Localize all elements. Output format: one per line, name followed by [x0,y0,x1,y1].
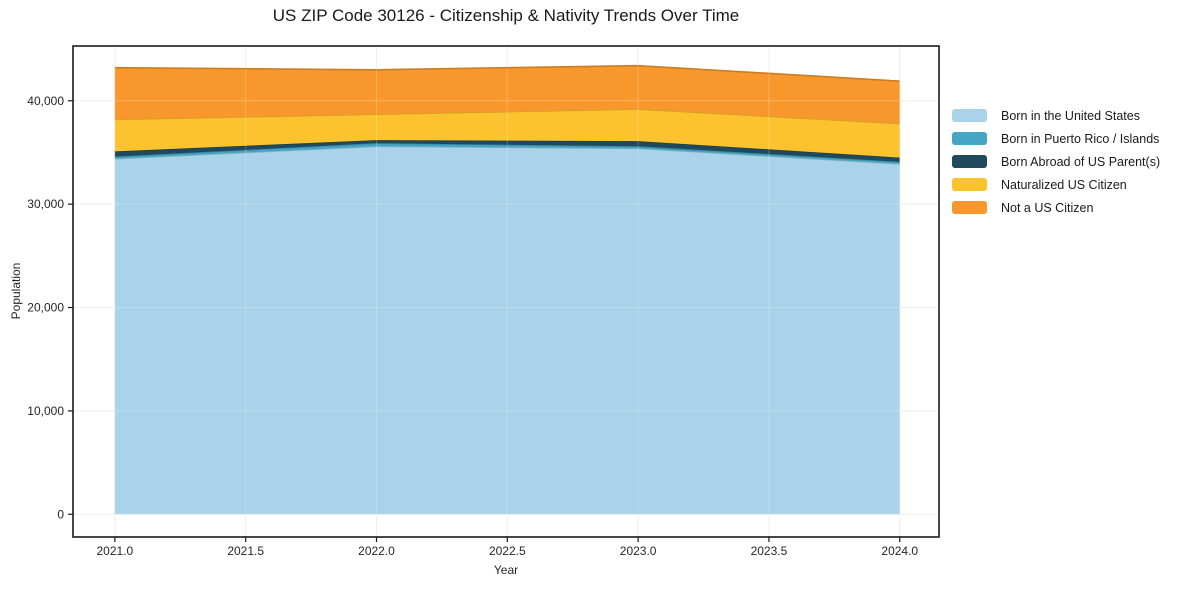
axes-spines [72,45,940,538]
area-edge-naturalized-us-citizen [114,108,900,125]
area-born-in-puerto-rico-islands [114,143,900,164]
x-tick-label: 2023.5 [751,544,788,558]
area-edge-born-in-the-united-states [114,145,900,165]
legend-item-born-abroad-of-us-parent-s: Born Abroad of US Parent(s) [952,150,1160,173]
legend-label: Born in the United States [1001,108,1140,123]
x-tick-label: 2022.5 [489,544,526,558]
y-tick-label: 0 [57,507,64,521]
y-tick-label: 30,000 [27,197,64,211]
y-tick-label: 10,000 [27,404,64,418]
legend-label: Naturalized US Citizen [1001,177,1127,192]
legend-swatch-icon [952,132,987,145]
y-tick-label: 40,000 [27,94,64,108]
x-axis-label: Year [493,563,519,577]
area-born-in-the-united-states [114,146,900,515]
legend-label: Not a US Citizen [1001,200,1094,215]
chart-title: US ZIP Code 30126 - Citizenship & Nativi… [272,6,740,25]
legend-swatch-icon [952,109,987,122]
area-not-a-us-citizen [114,65,900,124]
y-tick-label: 20,000 [27,301,64,315]
area-naturalized-us-citizen [114,109,900,158]
legend-swatch-icon [952,155,987,168]
y-axis-label: Population [9,262,23,320]
area-edge-not-a-us-citizen [114,64,900,82]
x-tick-label: 2024.0 [881,544,918,558]
legend-item-not-a-us-citizen: Not a US Citizen [952,196,1160,219]
x-tick-label: 2022.0 [358,544,395,558]
legend: Born in the United States Born in Puerto … [952,104,1160,219]
x-tick-label: 2021.5 [227,544,264,558]
x-tick-label: 2021.0 [97,544,134,558]
legend-label: Born Abroad of US Parent(s) [1001,154,1161,169]
legend-swatch-icon [952,201,987,214]
legend-item-born-in-puerto-rico-islands: Born in Puerto Rico / Islands [952,127,1160,150]
legend-label: Born in Puerto Rico / Islands [1001,131,1160,146]
legend-item-naturalized-us-citizen: Naturalized US Citizen [952,173,1160,196]
legend-swatch-icon [952,178,987,191]
legend-item-born-in-the-united-states: Born in the United States [952,104,1160,127]
x-tick-label: 2023.0 [620,544,657,558]
